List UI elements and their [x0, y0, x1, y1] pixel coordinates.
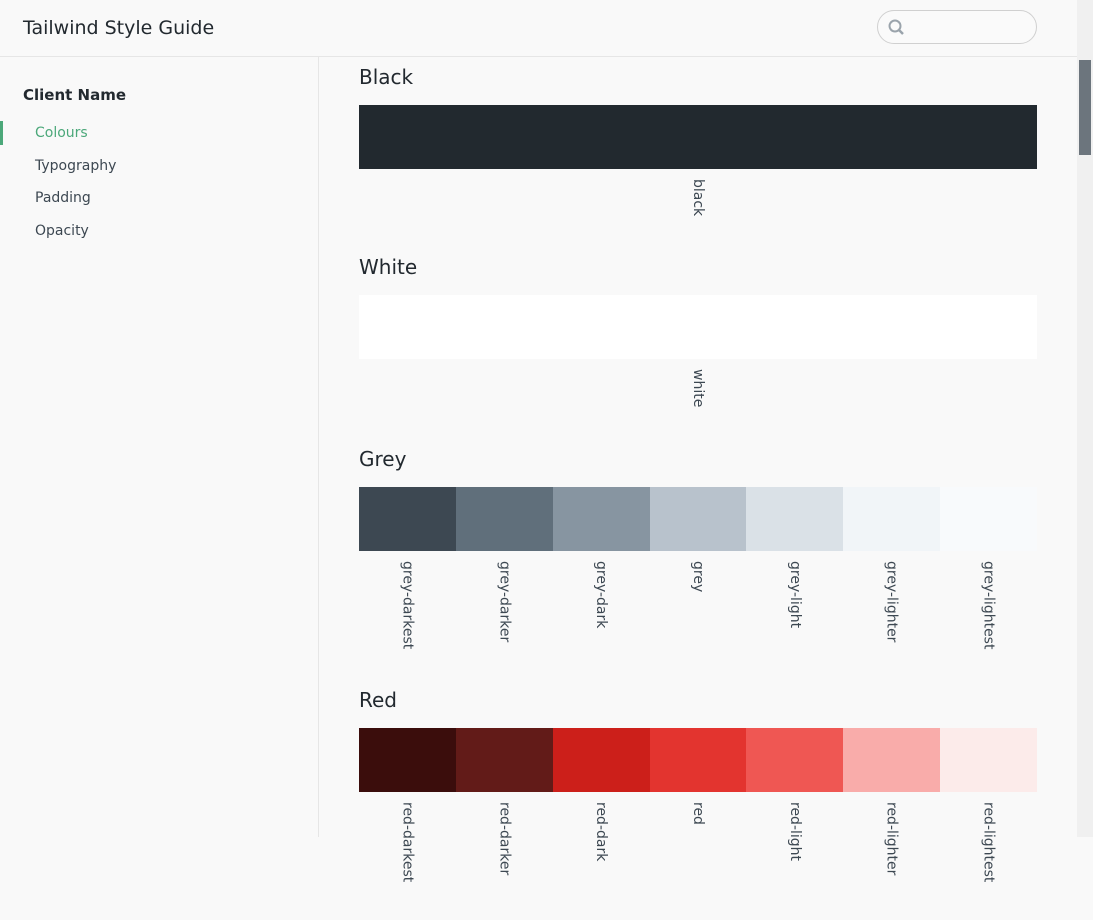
- color-section: White white: [359, 254, 1037, 408]
- swatch-label: red-lightest: [980, 801, 997, 883]
- swatch-label: red-darkest: [399, 801, 416, 883]
- swatch-label: grey-lightest: [980, 560, 997, 649]
- nav-link[interactable]: Opacity: [35, 222, 89, 239]
- swatch-label: grey-dark: [593, 560, 610, 628]
- swatch: [746, 727, 844, 792]
- swatch-label: black: [690, 179, 706, 217]
- label-row: red-darkest red-darker red-dark red red-ligh…: [359, 802, 1037, 882]
- swatch: [843, 727, 941, 792]
- label-row: white: [359, 369, 1037, 407]
- swatch: [843, 486, 941, 551]
- swatch: [940, 486, 1038, 551]
- swatch-label-cell: grey-lightest: [940, 561, 1037, 649]
- swatch-label: red: [690, 801, 706, 825]
- page: Tailwind Style Guide Client Name Colours…: [0, 0, 1093, 883]
- swatch-label-cell: red-dark: [553, 802, 650, 882]
- swatch-label-cell: grey-darkest: [359, 561, 456, 649]
- swatch-label: grey-darkest: [399, 560, 416, 649]
- header: Tailwind Style Guide: [0, 0, 1077, 57]
- swatch-label: grey: [690, 560, 706, 592]
- nav-link[interactable]: Typography: [35, 157, 117, 174]
- swatch-label-cell: grey: [650, 561, 747, 649]
- swatch: [455, 486, 553, 551]
- swatch-row: [359, 105, 1037, 169]
- swatch-row: [359, 486, 1038, 551]
- section-title: White: [359, 255, 418, 280]
- swatch-label-cell: grey-dark: [553, 561, 650, 649]
- swatch-label: red-dark: [593, 801, 610, 862]
- swatch-label: grey-light: [786, 560, 803, 628]
- swatch: [552, 727, 650, 792]
- swatch-label-cell: red: [650, 802, 747, 882]
- swatch-label-cell: red-darkest: [359, 802, 456, 882]
- swatch-label: red-darker: [496, 801, 513, 876]
- site-title[interactable]: Tailwind Style Guide: [23, 17, 215, 39]
- color-section: Red red-darkest red-darker red-dark red red-l…: [359, 687, 1038, 882]
- label-row: black: [359, 179, 1037, 216]
- search-icon: [888, 19, 904, 35]
- swatch: [746, 486, 844, 551]
- swatch: [649, 486, 747, 551]
- swatch-label: red-lighter: [883, 801, 900, 876]
- swatch: [455, 727, 553, 792]
- swatch-row: [359, 295, 1037, 360]
- swatch-label-cell: red-lightest: [940, 802, 1037, 882]
- nav-link[interactable]: Padding: [35, 190, 91, 206]
- swatch-label: red-light: [786, 801, 803, 861]
- color-section: Grey grey-darkest grey-darker grey-dark grey…: [359, 446, 1038, 649]
- sidebar: Client Name Colours Typography Padding Opac…: [0, 57, 319, 837]
- swatch-label: white: [690, 369, 706, 408]
- swatch: [359, 486, 456, 551]
- section-title: Red: [359, 687, 397, 712]
- scroll-thumb[interactable]: [1079, 60, 1091, 155]
- nav: Colours Typography Padding Opacity: [0, 121, 318, 251]
- swatch: [940, 727, 1038, 792]
- main: Black black White white Grey grey-darkest grey…: [359, 64, 1038, 920]
- swatch-label-cell: white: [359, 369, 1037, 407]
- swatch: [359, 727, 456, 792]
- swatch-label-cell: grey-lighter: [843, 561, 940, 649]
- swatch-label: grey-darker: [496, 560, 513, 642]
- swatch-row: [359, 727, 1038, 792]
- client-name: Client Name: [23, 86, 127, 104]
- color-section: Black black: [359, 64, 1037, 216]
- swatch-label-cell: black: [359, 179, 1037, 216]
- section-title: Grey: [359, 446, 407, 471]
- swatch: [552, 486, 650, 551]
- swatch-label-cell: red-darker: [456, 802, 553, 882]
- section-title: Black: [359, 65, 414, 89]
- search-box[interactable]: [877, 10, 1037, 44]
- swatch-label-cell: red-lighter: [843, 802, 940, 882]
- label-row: grey-darkest grey-darker grey-dark grey grey…: [359, 561, 1037, 649]
- scrollbar[interactable]: [1077, 0, 1093, 837]
- swatch: [359, 105, 1037, 169]
- swatch: [649, 727, 747, 792]
- swatch: [359, 295, 1037, 360]
- swatch-label-cell: grey-light: [746, 561, 843, 649]
- swatch-label-cell: red-light: [746, 802, 843, 882]
- swatch-label-cell: grey-darker: [456, 561, 553, 649]
- swatch-label: grey-lighter: [883, 560, 900, 642]
- nav-link[interactable]: Colours: [0, 121, 318, 154]
